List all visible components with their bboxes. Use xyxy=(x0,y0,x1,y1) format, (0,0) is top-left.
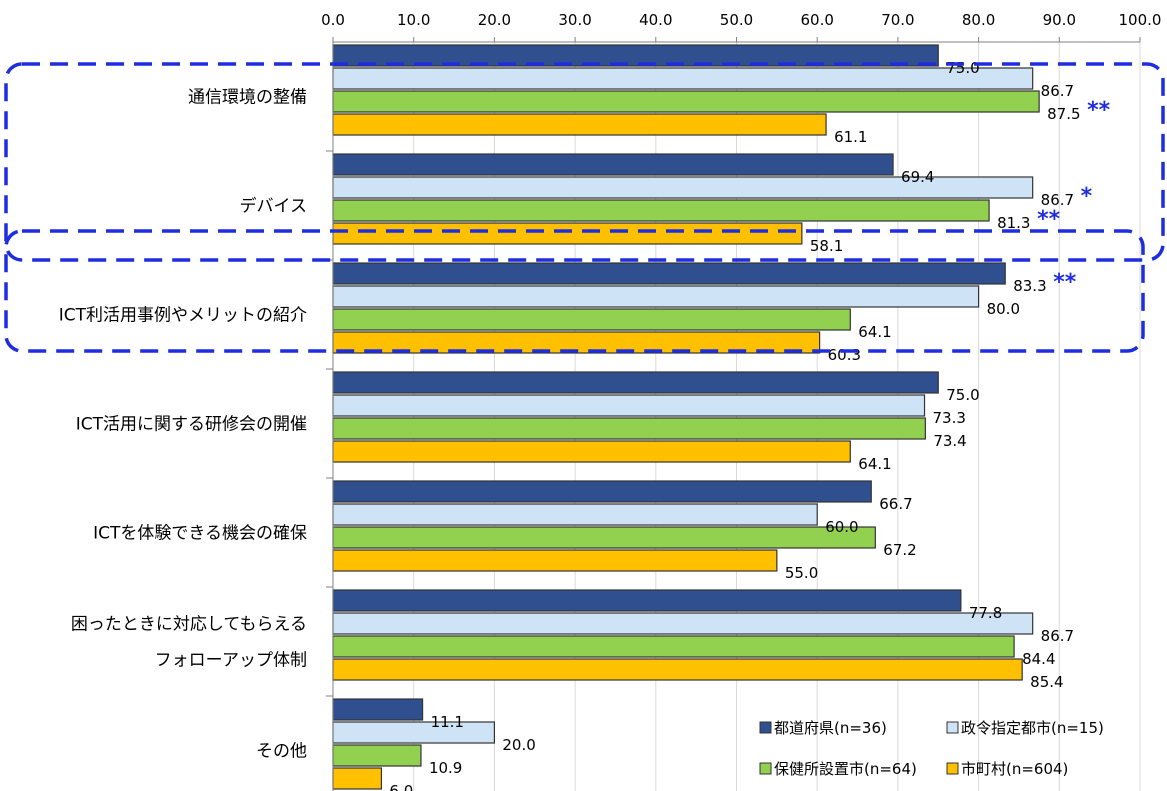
x-tick-label: 60.0 xyxy=(800,11,833,29)
bar xyxy=(332,308,851,331)
data-label: 80.0 xyxy=(987,300,1020,318)
bar xyxy=(332,371,939,394)
bar xyxy=(332,503,818,526)
data-label: 84.4 xyxy=(1022,650,1055,668)
legend-label: 保健所設置市(n=64) xyxy=(774,760,917,778)
bar xyxy=(332,526,876,549)
highlight-box xyxy=(4,62,1165,262)
bar xyxy=(332,67,1034,90)
bar xyxy=(332,698,424,721)
category-label: 困ったときに対応してもらえる xyxy=(71,615,307,635)
bar xyxy=(332,153,894,176)
significance-mark: ** xyxy=(1037,207,1061,232)
x-tick-label: 40.0 xyxy=(639,11,672,29)
bar xyxy=(332,589,962,612)
bar xyxy=(332,199,990,222)
legend-label: 市町村(n=604) xyxy=(961,760,1068,778)
x-tick-label: 10.0 xyxy=(397,11,430,29)
legend-swatch xyxy=(946,721,959,734)
data-label: 87.5 xyxy=(1047,105,1080,123)
data-label: 85.4 xyxy=(1030,673,1063,691)
data-label: 64.1 xyxy=(858,323,891,341)
category-label: デバイス xyxy=(240,196,308,217)
data-label: 86.7 xyxy=(1041,627,1074,645)
significance-mark: ** xyxy=(1053,270,1077,295)
bar xyxy=(332,417,926,440)
legend-swatch xyxy=(759,721,772,734)
bar xyxy=(332,549,778,572)
category-label: ICT利活用事例やメリットの紹介 xyxy=(59,306,307,326)
data-label: 60.3 xyxy=(828,346,861,364)
bar xyxy=(332,285,980,308)
data-label: 11.1 xyxy=(431,713,464,731)
legend-label: 都道府県(n=36) xyxy=(774,719,887,737)
significance-mark: ** xyxy=(1087,98,1111,123)
x-tick-label: 20.0 xyxy=(478,11,511,29)
bar xyxy=(332,394,926,417)
data-label: 73.3 xyxy=(933,409,966,427)
data-label: 69.4 xyxy=(901,168,934,186)
x-tick-label: 50.0 xyxy=(720,11,753,29)
bar xyxy=(332,658,1023,681)
data-label: 67.2 xyxy=(883,541,916,559)
bar xyxy=(332,113,827,136)
data-label: 61.1 xyxy=(834,128,867,146)
x-tick-label: 70.0 xyxy=(881,11,914,29)
data-label: 55.0 xyxy=(785,564,818,582)
axes xyxy=(326,37,1141,791)
bar xyxy=(332,90,1040,113)
bar xyxy=(332,222,803,245)
highlight-boxes xyxy=(4,62,1165,353)
data-label: 83.3 xyxy=(1013,277,1046,295)
x-tick-label: 30.0 xyxy=(558,11,591,29)
data-label: 66.7 xyxy=(879,495,912,513)
legend-swatch xyxy=(759,762,772,775)
data-label: 81.3 xyxy=(997,214,1030,232)
data-label: 60.0 xyxy=(825,518,858,536)
x-tick-label: 0.0 xyxy=(321,11,345,29)
x-tick-label: 100.0 xyxy=(1119,11,1162,29)
bar xyxy=(332,744,422,767)
category-label: ICT活用に関する研修会の開催 xyxy=(76,415,307,435)
bar xyxy=(332,262,1006,285)
category-label: フォローアップ体制 xyxy=(155,651,307,671)
data-label: 75.0 xyxy=(946,386,979,404)
x-tick-label: 80.0 xyxy=(962,11,995,29)
data-label: 77.8 xyxy=(969,604,1002,622)
bars xyxy=(332,44,1040,790)
significance-mark: * xyxy=(1081,184,1093,209)
legend: 都道府県(n=36) 政令指定都市(n=15) 保健所設置市(n=64) 市町村(n=… xyxy=(759,719,1104,778)
bar xyxy=(332,635,1015,658)
bar xyxy=(332,721,495,744)
x-tick-label: 90.0 xyxy=(1043,11,1076,29)
labels: 0.0 10.0 20.0 30.0 40.0 50.0 60.0 70.0 80.0 90.0 1… xyxy=(59,11,1162,791)
data-label: 10.9 xyxy=(429,759,462,777)
bar xyxy=(332,440,851,463)
category-label: ICTを体験できる機会の確保 xyxy=(93,524,307,544)
legend-label: 政令指定都市(n=15) xyxy=(961,719,1104,737)
bar xyxy=(332,480,872,503)
legend-swatch xyxy=(946,762,959,775)
data-label: 64.1 xyxy=(858,455,891,473)
bar xyxy=(332,767,383,790)
category-label: その他 xyxy=(256,742,307,762)
data-label: 86.7 xyxy=(1041,82,1074,100)
category-label: 通信環境の整備 xyxy=(188,88,307,108)
data-label: 20.0 xyxy=(502,736,535,754)
data-label: 86.7 xyxy=(1041,191,1074,209)
data-label: 6.0 xyxy=(389,782,413,791)
data-label: 58.1 xyxy=(810,237,843,255)
bar xyxy=(332,612,1034,635)
data-label: 73.4 xyxy=(933,432,966,450)
highlight-box xyxy=(4,229,1145,353)
data-label: 75.0 xyxy=(946,59,979,77)
